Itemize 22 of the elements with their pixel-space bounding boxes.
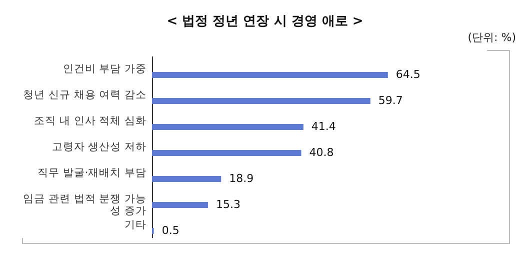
data-label: 64.5 <box>396 68 420 81</box>
bar <box>152 98 370 104</box>
data-label: 41.4 <box>311 120 336 133</box>
bar <box>152 202 208 208</box>
y-tick-label: 청년 신규 채용 여력 감소 <box>23 89 146 101</box>
bar <box>152 176 222 182</box>
y-tick-label: 기타 <box>124 219 146 231</box>
bar <box>152 72 388 78</box>
bar <box>152 124 304 130</box>
y-tick-label: 고령자 생산성 저하 <box>52 141 146 153</box>
data-label: 40.8 <box>309 146 334 159</box>
bar <box>152 150 302 156</box>
y-tick-label: 인건비 부담 가중 <box>62 63 146 75</box>
data-label: 0.5 <box>162 224 180 237</box>
y-tick-label: 조직 내 인사 적체 심화 <box>34 115 146 127</box>
data-label: 15.3 <box>216 198 240 211</box>
y-tick-label: 직무 발굴·재배치 부담 <box>37 167 146 179</box>
data-label: 18.9 <box>229 172 254 185</box>
text: (단위: %) <box>468 30 516 45</box>
y-tick-label: 임금 관련 법적 분쟁 가능성 증가 <box>23 193 146 217</box>
data-label: 59.7 <box>378 94 403 107</box>
chart-title: < 법정 정년 연장 시 경영 애로 > <box>166 13 364 30</box>
